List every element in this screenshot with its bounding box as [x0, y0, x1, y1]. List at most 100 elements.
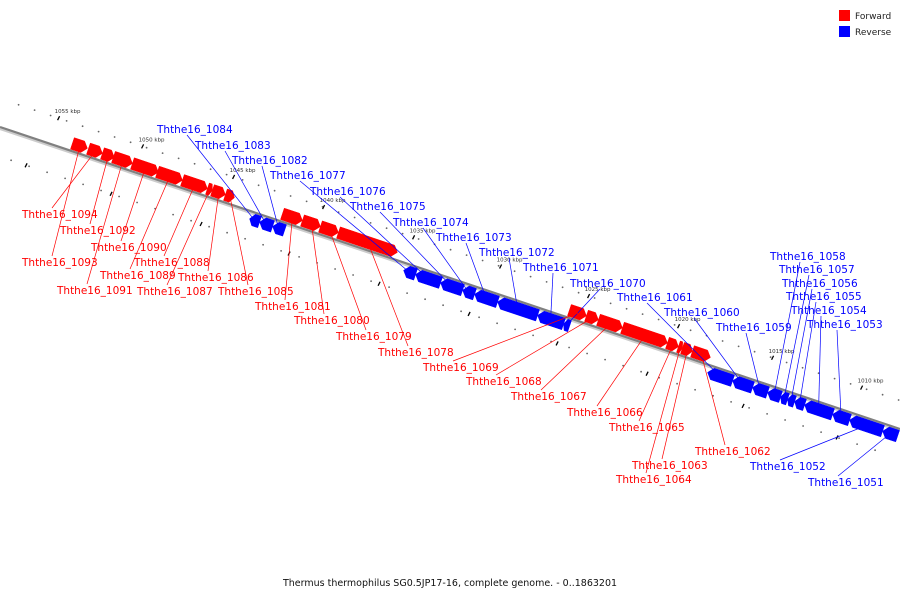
ruler-dot	[33, 109, 36, 111]
gene-Ththe16_1072	[497, 297, 540, 322]
leader-line	[818, 315, 822, 410]
ruler-dot	[833, 377, 836, 380]
legend-swatch	[839, 10, 850, 21]
gene-Ththe16_1088	[180, 174, 208, 194]
gene-label: Ththe16_1059	[715, 322, 792, 334]
gene-Ththe16_1066	[620, 321, 668, 348]
gene-Ththe16_1054	[804, 400, 835, 421]
gene-Ththe16_1079	[318, 220, 339, 237]
leader-line	[596, 335, 646, 407]
ruler-dot	[82, 183, 84, 186]
leader-line	[638, 344, 674, 422]
ruler-dot	[730, 401, 732, 403]
gene-label: Ththe16_1081	[254, 301, 331, 313]
leader-line	[299, 180, 410, 273]
gene-label: Ththe16_1069	[422, 362, 499, 374]
ruler-dot	[208, 225, 211, 228]
gene-Ththe16_1089	[155, 165, 183, 185]
ruler-dot	[529, 275, 532, 278]
ruler-dot	[17, 103, 20, 106]
ruler-dot	[817, 372, 820, 375]
gene-label: Ththe16_1063	[631, 460, 708, 472]
ruler-tick	[232, 174, 236, 180]
ruler-dot	[609, 302, 612, 305]
gene-label: Ththe16_1054	[790, 305, 867, 317]
ruler-dot	[257, 184, 260, 187]
ruler-tick	[199, 221, 203, 227]
ruler-dot	[513, 270, 516, 273]
ruler-dot	[113, 136, 116, 138]
ruler-tick	[24, 162, 28, 168]
ruler-dot	[280, 250, 282, 252]
gene-label: Ththe16_1093	[21, 257, 98, 269]
ruler-dot	[785, 361, 788, 364]
leader-line	[261, 165, 279, 229]
leader-line	[495, 317, 593, 376]
leader-line	[120, 167, 146, 242]
gene-Ththe16_1087	[205, 182, 213, 196]
ruler-dot	[769, 356, 772, 358]
leader-line	[166, 189, 211, 286]
gene-Ththe16_1085	[223, 188, 235, 203]
gene-label: Ththe16_1079	[335, 331, 412, 343]
gene-label: Ththe16_1061	[616, 292, 693, 304]
backbone	[0, 125, 900, 431]
ruler-dot	[737, 345, 740, 348]
gene-label: Ththe16_1084	[156, 124, 233, 136]
gene-Ththe16_1056	[787, 394, 797, 408]
gene-label: Ththe16_1053	[806, 319, 883, 331]
ruler-dot	[496, 322, 498, 325]
ruler-dot	[641, 313, 644, 315]
gene-label: Ththe16_1056	[781, 278, 858, 290]
leader-line	[836, 329, 842, 418]
ruler-tick	[499, 264, 503, 269]
gene-Ththe16_1075	[440, 278, 465, 297]
gene-Ththe16_1059	[752, 383, 770, 399]
ruler-dot	[802, 425, 804, 427]
ruler-dot	[545, 281, 548, 283]
leader-line	[837, 433, 891, 477]
ruler-dot	[136, 201, 139, 204]
ruler-dot	[497, 264, 500, 267]
ruler-tick	[57, 115, 61, 121]
leader-line	[465, 242, 487, 299]
ruler-dot	[481, 259, 484, 262]
gene-label: Ththe16_1083	[194, 140, 271, 152]
gene-label: Ththe16_1051	[807, 477, 884, 489]
ruler-dot	[273, 189, 276, 192]
ruler-dot	[209, 168, 212, 171]
gene-Ththe16_1076	[415, 270, 443, 289]
leader-line	[89, 155, 109, 225]
gene-label: Ththe16_1077	[269, 170, 346, 182]
leader-line	[339, 196, 429, 279]
ruler-dot	[226, 231, 229, 234]
leader-line	[779, 425, 867, 461]
ruler-dot	[118, 195, 120, 198]
gene-Ththe16_1058	[767, 388, 783, 403]
leader-line	[550, 272, 554, 320]
gene-Ththe16_1055	[794, 396, 807, 411]
gene-Ththe16_1051	[882, 426, 900, 443]
leader-line	[51, 150, 96, 209]
ruler-dot	[874, 449, 876, 452]
ruler-dot	[385, 227, 388, 230]
gene-Ththe16_1090	[130, 157, 159, 177]
ruler-dot	[65, 120, 68, 122]
gene-Ththe16_1086	[210, 184, 226, 200]
gene-label: Ththe16_1066	[566, 407, 643, 419]
ruler-dot	[64, 177, 66, 180]
gene-label: Ththe16_1052	[749, 461, 826, 473]
ruler-dot	[604, 358, 606, 361]
ruler-dot	[97, 130, 100, 133]
gene-label: Ththe16_1075	[349, 201, 426, 213]
ruler-dot	[424, 298, 426, 301]
gene-label: Ththe16_1074	[392, 217, 469, 229]
gene-Ththe16_1064	[676, 340, 683, 354]
leader-line	[422, 227, 469, 293]
ruler-tick	[109, 191, 113, 197]
ruler-dot	[478, 316, 480, 319]
gene-label: Ththe16_1067	[510, 391, 587, 403]
ruler-dot	[689, 329, 692, 332]
ruler-dot	[370, 280, 372, 282]
gene-label: Ththe16_1076	[309, 186, 386, 198]
